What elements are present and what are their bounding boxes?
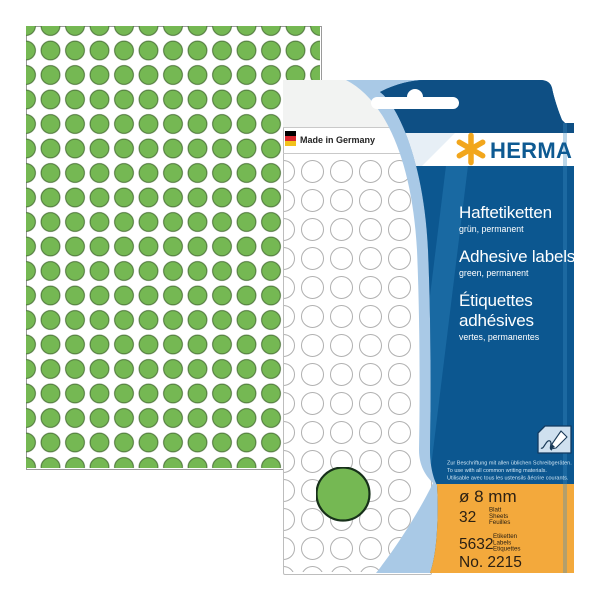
svg-text:Haftetiketten: Haftetiketten: [459, 203, 552, 222]
svg-text:green, permanent: green, permanent: [459, 268, 529, 278]
svg-text:Etiquettes: Etiquettes: [493, 546, 521, 553]
svg-text:ø 8 mm: ø 8 mm: [459, 487, 517, 506]
svg-text:adhésives: adhésives: [459, 311, 534, 330]
svg-text:Étiquettes: Étiquettes: [459, 291, 533, 310]
svg-text:Feuilles: Feuilles: [489, 519, 510, 526]
svg-text:grün, permanent: grün, permanent: [459, 224, 524, 234]
svg-text:No. 2215: No. 2215: [459, 554, 522, 571]
svg-text:Utilisable avec tous les usten: Utilisable avec tous les ustensils âécri…: [447, 476, 569, 482]
svg-text:Adhesive labels: Adhesive labels: [459, 247, 575, 266]
svg-text:To use with all common writing: To use with all common writing materials…: [447, 468, 547, 474]
svg-text:HERMA: HERMA: [490, 138, 572, 163]
svg-text:vertes, permanentes: vertes, permanentes: [459, 332, 540, 342]
svg-text:Zur Beschriftung mit allen übl: Zur Beschriftung mit allen üblichen Schr…: [447, 461, 572, 467]
svg-text:5632: 5632: [459, 536, 493, 553]
svg-text:32: 32: [459, 509, 476, 526]
